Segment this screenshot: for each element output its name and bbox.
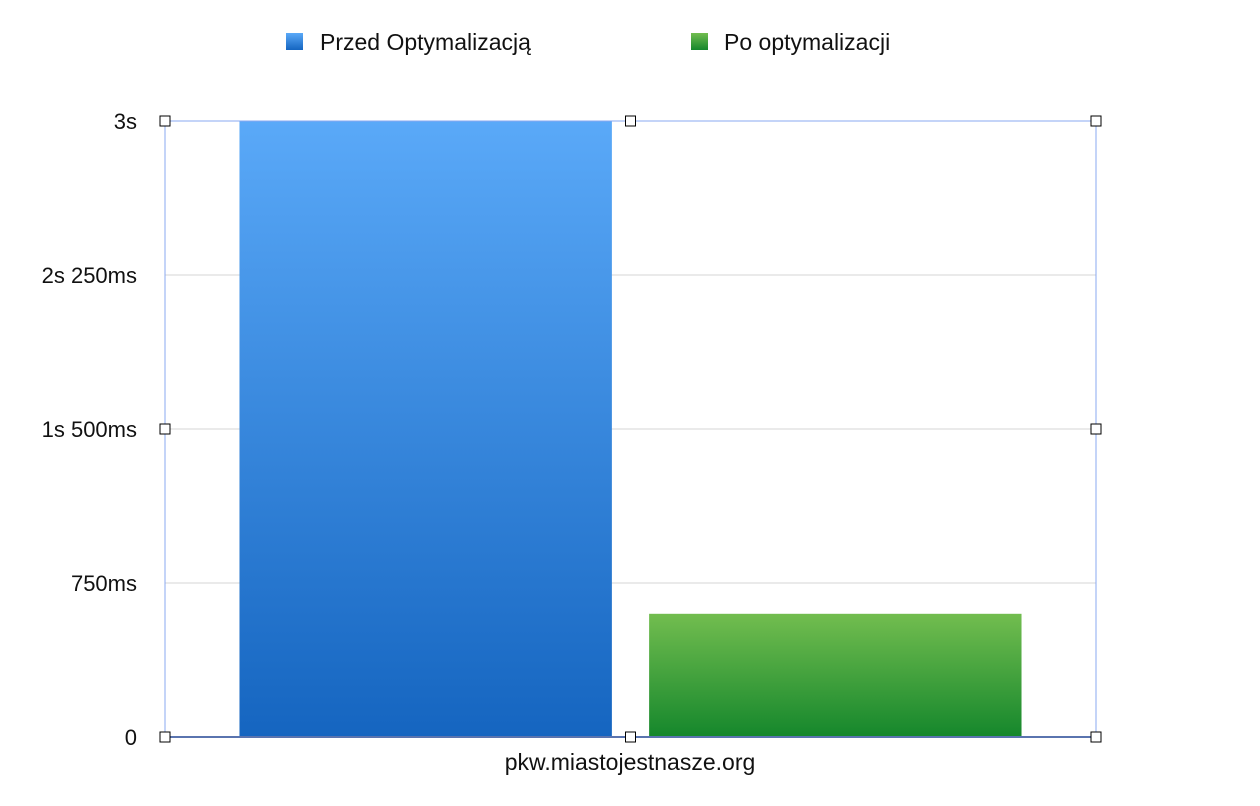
resize-handle[interactable]: [1090, 423, 1102, 435]
y-tick-label: 1s 500ms: [42, 417, 137, 442]
resize-handle[interactable]: [159, 423, 171, 435]
legend-label-before: Przed Optymalizacją: [320, 29, 531, 55]
y-axis-ticks: 0 750ms 1s 500ms 2s 250ms 3s: [42, 109, 137, 750]
legend-item-after: Po optymalizacji: [691, 29, 890, 55]
resize-handle[interactable]: [625, 115, 636, 127]
resize-handle[interactable]: [1090, 731, 1102, 743]
y-tick-label: 0: [125, 725, 137, 750]
legend: Przed Optymalizacją Po optymalizacji: [286, 29, 890, 55]
bar-before-optimization: [239, 121, 612, 737]
resize-handle[interactable]: [159, 115, 171, 127]
bar-after-optimization: [649, 613, 1022, 737]
legend-label-after: Po optymalizacji: [724, 29, 890, 55]
resize-handle[interactable]: [1090, 115, 1102, 127]
bars: [239, 121, 1022, 737]
resize-handle[interactable]: [159, 731, 171, 743]
y-tick-label: 3s: [114, 109, 137, 134]
category-label: pkw.miastojestnasze.org: [505, 749, 756, 775]
y-tick-label: 750ms: [71, 571, 137, 596]
resize-handle[interactable]: [625, 731, 636, 743]
y-tick-label: 2s 250ms: [42, 263, 137, 288]
legend-item-before: Przed Optymalizacją: [286, 29, 531, 55]
legend-swatch-after: [691, 33, 708, 50]
legend-swatch-before: [286, 33, 303, 50]
selection-handles[interactable]: [159, 115, 1102, 743]
